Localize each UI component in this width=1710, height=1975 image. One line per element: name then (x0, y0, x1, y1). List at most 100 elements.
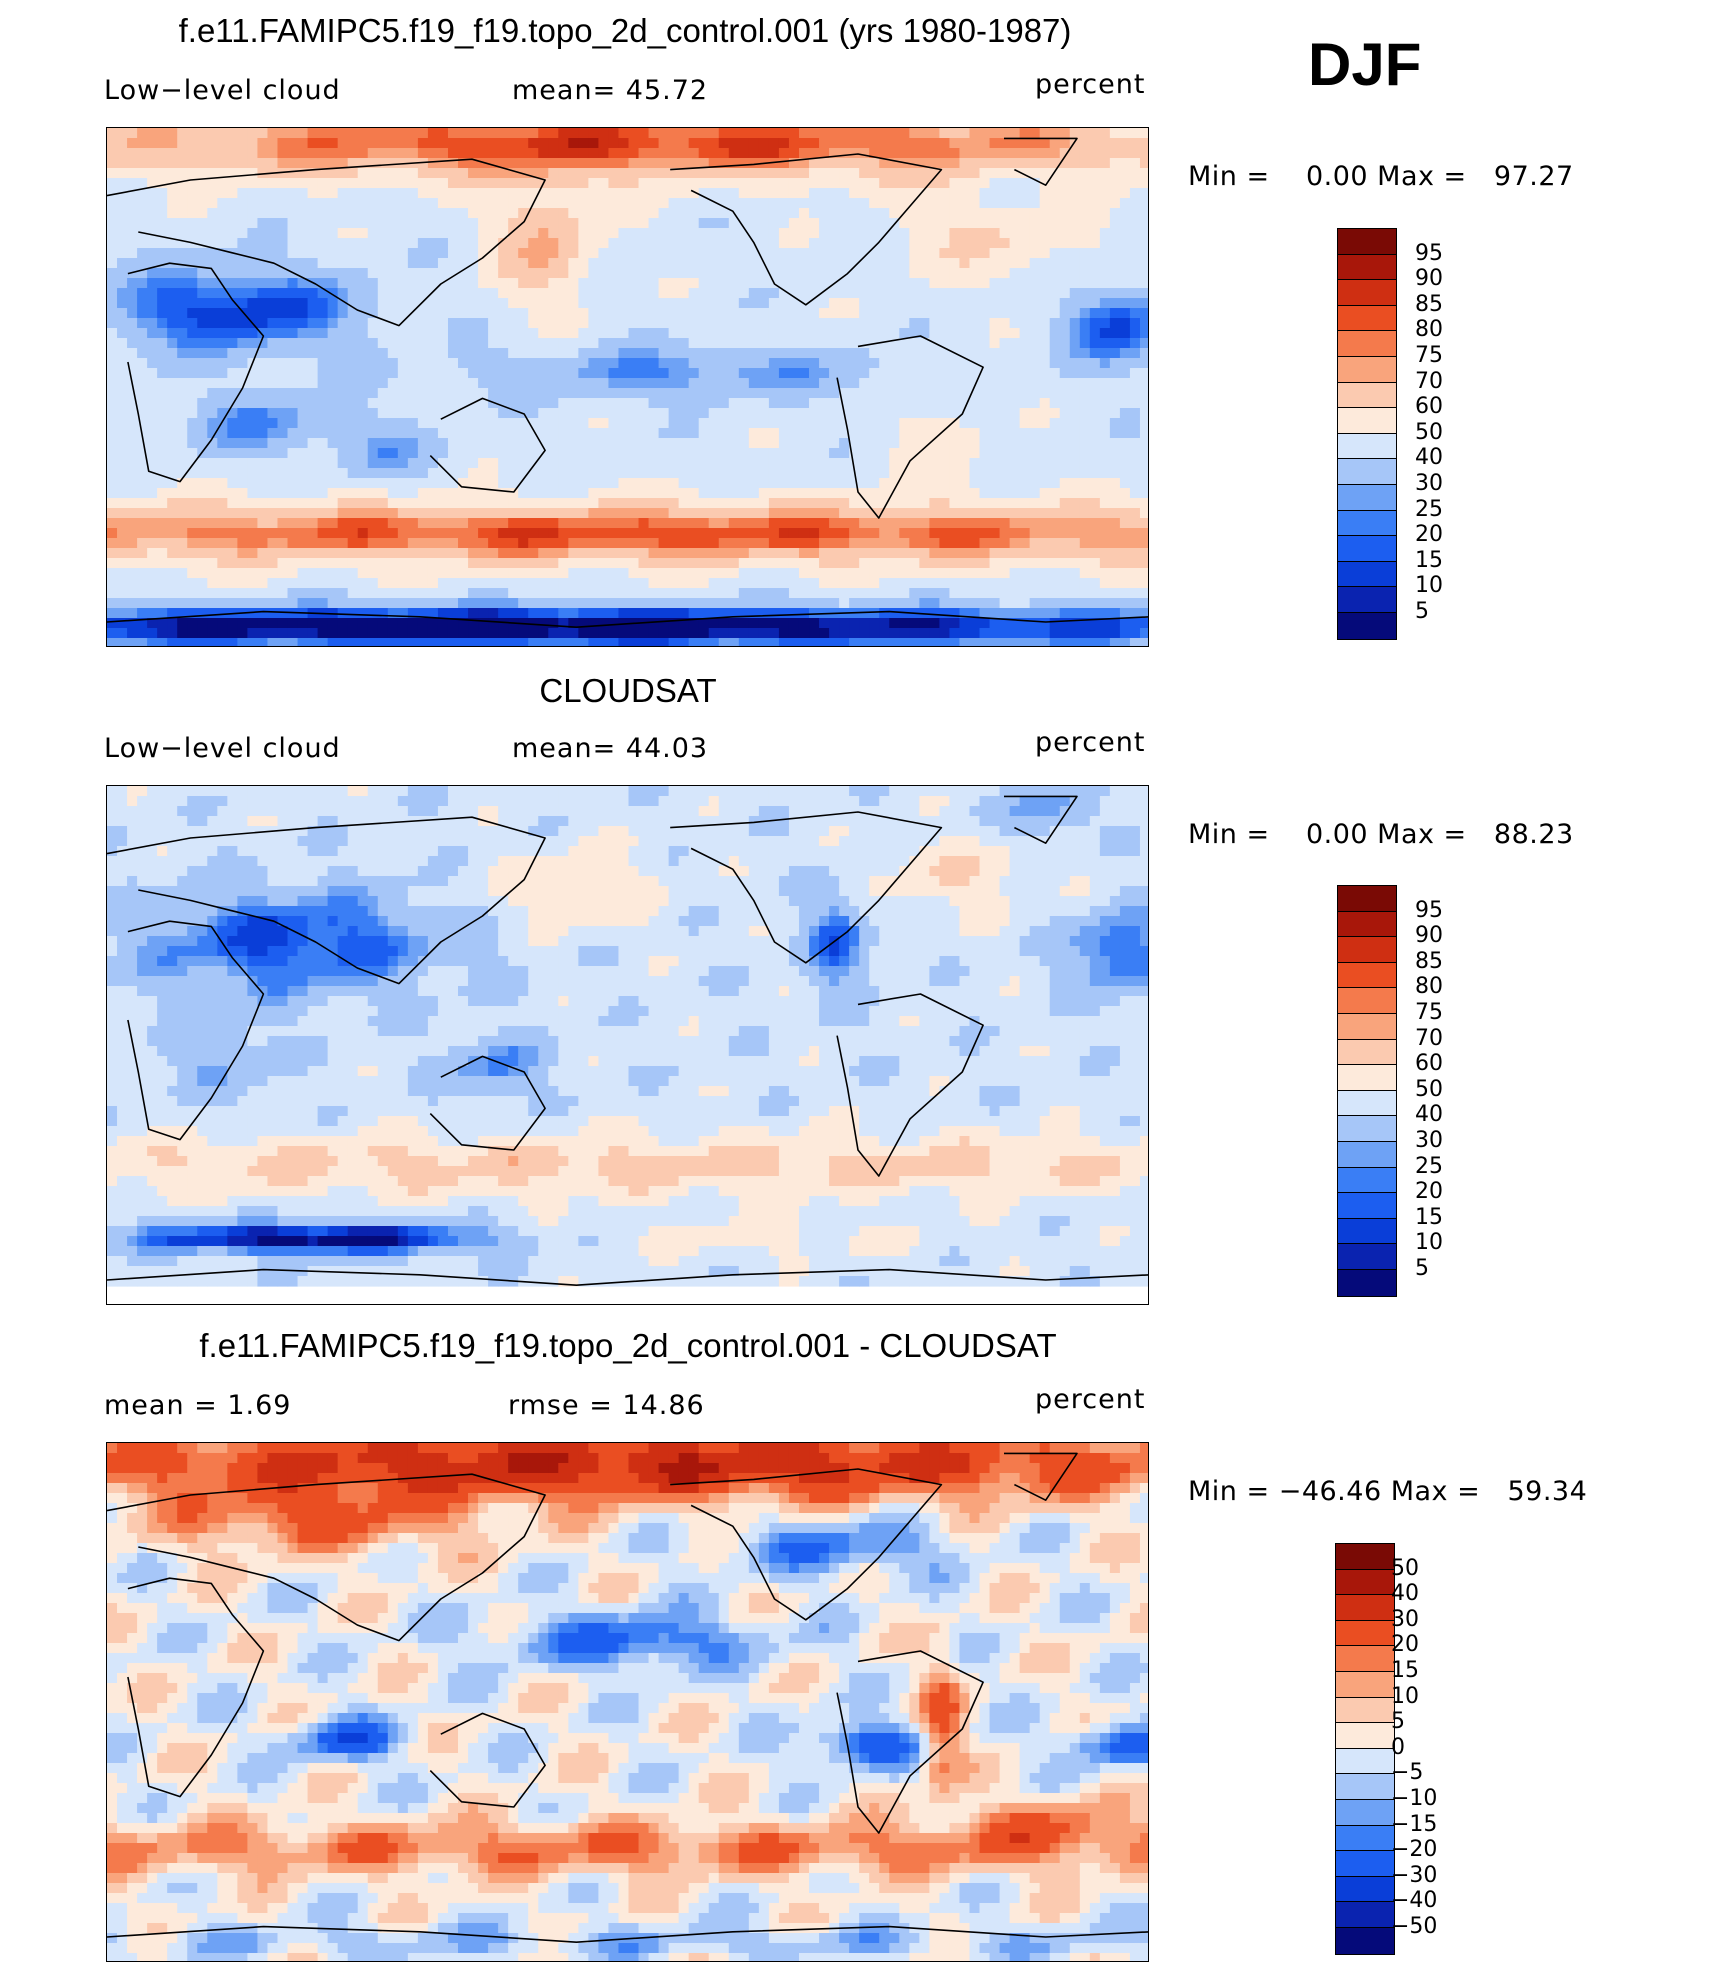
contour-cell (979, 178, 991, 189)
contour-cell (718, 398, 730, 409)
contour-cell (768, 288, 780, 299)
contour-cell (979, 248, 991, 259)
contour-cell (829, 428, 840, 439)
contour-cell (558, 548, 569, 559)
contour-cell (177, 468, 188, 479)
contour-cell (167, 478, 178, 489)
contour-cell (989, 278, 1001, 289)
contour-cell (117, 378, 128, 389)
contour-cell (929, 228, 940, 239)
contour-cell (548, 418, 559, 429)
contour-cell (1089, 188, 1101, 199)
contour-cell (879, 588, 890, 599)
contour-cell (357, 538, 369, 549)
contour-cell (427, 138, 439, 149)
contour-cell (728, 508, 740, 519)
contour-cell (1139, 128, 1148, 139)
contour-cell (307, 368, 319, 379)
contour-cell (919, 478, 930, 489)
contour-cell (1129, 248, 1141, 259)
contour-cell (959, 248, 971, 259)
contour-cell (1019, 198, 1031, 209)
contour-cell (337, 248, 349, 259)
contour-cell (397, 368, 409, 379)
contour-cell (297, 348, 309, 359)
contour-cell (568, 518, 579, 529)
contour-cell (367, 488, 379, 499)
contour-cell (778, 348, 790, 359)
contour-cell (498, 158, 509, 169)
contour-cell (197, 418, 208, 429)
contour-cell (317, 528, 329, 539)
contour-cell (778, 338, 790, 349)
contour-cell (1119, 488, 1131, 499)
contour-cell (1019, 308, 1031, 319)
contour-cell (217, 568, 228, 579)
contour-cell (668, 438, 680, 449)
contour-cell (658, 228, 670, 239)
contour-cell (979, 418, 991, 429)
contour-cell (678, 148, 690, 159)
contour-cell (758, 298, 770, 309)
contour-cell (1029, 268, 1041, 279)
contour-cell (458, 578, 469, 589)
contour-cell (849, 498, 860, 509)
contour-cell (929, 598, 940, 609)
contour-cell (598, 248, 610, 259)
contour-cell (708, 388, 720, 399)
contour-cell (588, 238, 600, 249)
contour-cell (147, 358, 158, 369)
contour-cell (1109, 308, 1121, 319)
contour-cell (809, 298, 820, 309)
contour-cell (347, 508, 359, 519)
contour-cell (768, 318, 780, 329)
contour-cell (397, 248, 409, 259)
contour-cell (909, 408, 920, 419)
contour-cell (417, 458, 429, 469)
contour-cell (237, 508, 249, 519)
contour-cell (959, 568, 971, 579)
contour-cell (137, 318, 148, 329)
contour-cell (257, 278, 269, 289)
contour-cell (257, 458, 269, 469)
contour-cell (788, 458, 800, 469)
contour-cell (909, 598, 920, 609)
contour-cell (437, 228, 449, 239)
contour-cell (297, 428, 309, 439)
contour-cell (478, 448, 489, 459)
contour-cell (718, 318, 730, 329)
contour-cell (367, 538, 379, 549)
contour-cell (778, 178, 790, 189)
contour-cell (117, 258, 128, 269)
contour-cell (628, 508, 640, 519)
contour-cell (107, 288, 118, 299)
contour-cell (999, 548, 1011, 559)
contour-cell (738, 168, 750, 179)
contour-cell (648, 258, 660, 269)
contour-cell (327, 528, 339, 539)
contour-cell (257, 268, 269, 279)
contour-cell (227, 388, 238, 399)
contour-cell (949, 328, 961, 339)
contour-cell (307, 478, 319, 489)
contour-cell (177, 168, 188, 179)
contour-cell (1049, 208, 1061, 219)
contour-cell (1029, 188, 1041, 199)
contour-cell (468, 528, 479, 539)
contour-cell (377, 498, 389, 509)
contour-cell (1019, 258, 1031, 269)
contour-cell (1029, 378, 1041, 389)
contour-cell (628, 538, 640, 549)
contour-cell (157, 278, 168, 289)
contour-cell (187, 258, 198, 269)
contour-cell (217, 268, 228, 279)
contour-cell (377, 198, 389, 209)
contour-cell (939, 128, 951, 139)
contour-cell (778, 168, 790, 179)
contour-cell (447, 248, 459, 259)
contour-cell (788, 308, 800, 319)
contour-cell (327, 348, 339, 359)
contour-cell (1129, 598, 1141, 609)
contour-cell (949, 458, 961, 469)
contour-cell (197, 338, 208, 349)
